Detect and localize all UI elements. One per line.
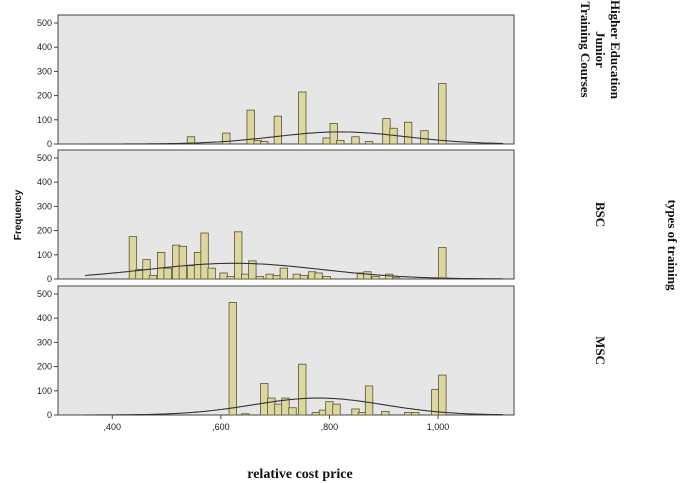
x-axis-label: relative cost price xyxy=(247,467,352,482)
histogram-bar xyxy=(163,267,172,280)
x-axis: ,400 ,600 ,800 1,000 xyxy=(104,415,450,432)
histogram-bar xyxy=(148,274,158,280)
facet-label-line: Training Courses xyxy=(578,1,593,97)
histogram-bar xyxy=(322,137,331,145)
histogram-bar xyxy=(288,407,297,416)
histogram-bar xyxy=(292,273,302,280)
y-tick-label: 100 xyxy=(37,115,52,125)
histogram-bar xyxy=(260,141,269,145)
histogram-bar xyxy=(260,383,269,416)
panel-3: 0 100 200 300 400 500 MSC xyxy=(37,285,608,420)
histogram-bar xyxy=(241,413,250,416)
facet-label-line: Higher Education xyxy=(608,0,623,100)
histogram-bar xyxy=(384,273,394,280)
y-tick-label: 400 xyxy=(37,177,52,187)
y-tick-label: 400 xyxy=(37,313,52,323)
histogram-bar xyxy=(382,118,391,145)
histogram-bar xyxy=(272,274,281,280)
histogram-bar xyxy=(228,302,237,416)
histogram-bar xyxy=(246,109,255,145)
histogram-bar xyxy=(241,273,250,280)
histogram-bar xyxy=(273,115,283,145)
y-tick-label: 200 xyxy=(37,91,52,101)
histogram-bar xyxy=(371,276,380,280)
histogram-bar xyxy=(351,408,360,416)
y-axis-label: Frequency xyxy=(13,189,24,240)
histogram-bar xyxy=(357,412,367,416)
y-tick-label: 100 xyxy=(37,250,52,260)
histogram-bar xyxy=(255,276,265,280)
facet-label-line: Junior xyxy=(593,31,608,68)
histogram-bar xyxy=(234,231,243,280)
histogram-bar xyxy=(226,276,235,280)
histogram-bar xyxy=(186,265,196,280)
normal-curve xyxy=(85,131,504,145)
histogram-bar xyxy=(299,274,309,280)
y-tick-label: 200 xyxy=(37,362,52,372)
histogram-bar xyxy=(322,276,331,280)
histogram-bar xyxy=(281,397,290,416)
panel-1: 0 100 200 300 400 500 Higher EducationJuniorTr… xyxy=(37,0,623,149)
y-tick-label: 0 xyxy=(47,139,52,149)
histogram-bar xyxy=(265,273,274,280)
x-tick-label: 1,000 xyxy=(427,422,450,432)
y-tick-label: 500 xyxy=(37,18,52,28)
y-tick-label: 500 xyxy=(37,289,52,299)
x-tick-label: ,800 xyxy=(321,422,339,432)
histogram-bar xyxy=(186,136,196,145)
histogram-bar xyxy=(332,403,341,416)
histogram-bar xyxy=(364,141,374,145)
histogram-bar xyxy=(363,271,372,280)
y-tick-label: 300 xyxy=(37,337,52,347)
histogram-bar xyxy=(279,267,288,280)
histogram-bar xyxy=(392,277,401,280)
histogram-bar xyxy=(200,232,209,280)
facet-title: types of training xyxy=(665,200,680,292)
histogram-bar xyxy=(298,91,307,145)
histogram-bar xyxy=(219,272,228,280)
normal-curve xyxy=(85,262,504,280)
histogram-bar xyxy=(248,260,257,280)
histogram-bar xyxy=(314,272,323,280)
histogram-bar xyxy=(178,245,188,280)
histogram-bar xyxy=(336,139,345,145)
histogram-bar xyxy=(381,410,390,416)
facet-label-line: BSC xyxy=(593,202,608,227)
y-tick-label: 300 xyxy=(37,66,52,76)
histogram-bar xyxy=(329,123,338,145)
facet-label-line: MSC xyxy=(593,336,608,365)
y-tick-label: 0 xyxy=(47,274,52,284)
histogram-bar xyxy=(156,251,166,280)
x-tick-label: ,600 xyxy=(212,422,230,432)
normal-curve xyxy=(85,397,504,416)
y-tick-label: 300 xyxy=(37,201,52,211)
y-tick-label: 400 xyxy=(37,42,52,52)
histogram-bar xyxy=(311,412,321,416)
x-tick-label: ,400 xyxy=(104,422,122,432)
histogram-bar xyxy=(411,412,420,416)
histogram-bar xyxy=(222,132,231,145)
histogram-bar xyxy=(438,374,447,416)
histogram-bar xyxy=(364,385,374,416)
histogram-bar xyxy=(128,236,138,280)
histogram-bar xyxy=(274,403,283,416)
panel-background xyxy=(57,14,515,145)
histogram-bar xyxy=(298,363,307,416)
histogram-bar xyxy=(267,397,276,416)
histogram-bar xyxy=(438,247,447,280)
histogram-bar xyxy=(325,401,334,416)
panel-2: 0 100 200 300 400 500 BSC xyxy=(37,149,608,284)
y-tick-label: 500 xyxy=(37,153,52,163)
histogram-bar xyxy=(351,136,360,145)
y-tick-label: 100 xyxy=(37,386,52,396)
histogram-bar xyxy=(420,130,429,145)
histogram-bar xyxy=(438,83,447,145)
histogram-bar xyxy=(207,267,216,280)
y-tick-label: 200 xyxy=(37,226,52,236)
y-tick-label: 0 xyxy=(47,410,52,420)
histogram-bar xyxy=(403,412,413,416)
panels-layer: 0 100 200 300 400 500 Higher EducationJuniorTr… xyxy=(37,0,623,420)
histogram-bar xyxy=(403,121,413,145)
